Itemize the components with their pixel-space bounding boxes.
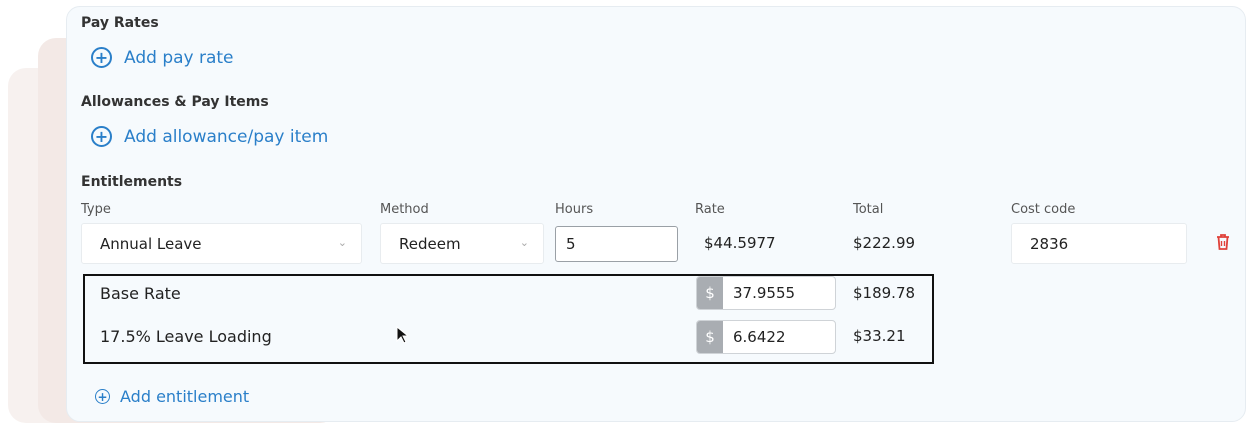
pay-rates-heading: Pay Rates (81, 15, 159, 31)
pay-details-card: Pay Rates + Add pay rate Allowances & Pay… (66, 6, 1246, 422)
add-allowance-label: Add allowance/pay item (124, 126, 329, 147)
breakdown-label: Base Rate (100, 284, 181, 303)
add-pay-rate-label: Add pay rate (124, 47, 234, 68)
cost-code-column-label: Cost code (1011, 202, 1076, 217)
chevron-down-icon: ⌄ (337, 236, 347, 249)
type-column-label: Type (81, 202, 111, 217)
rate-value: $44.5977 (704, 234, 776, 252)
method-select[interactable]: Redeem ⌄ (380, 223, 544, 264)
chevron-down-icon: ⌄ (519, 236, 529, 249)
base-rate-value: 37.9555 (733, 284, 796, 302)
plus-circle-icon: + (91, 47, 112, 68)
leave-loading-value: 6.6422 (733, 328, 786, 346)
plus-circle-icon: + (95, 389, 110, 404)
trash-icon (1217, 234, 1229, 250)
add-pay-rate-button[interactable]: + Add pay rate (91, 47, 234, 68)
add-entitlement-button[interactable]: + Add entitlement (95, 387, 249, 406)
method-value: Redeem (399, 234, 461, 253)
dollar-prefix: $ (697, 321, 723, 353)
entitlements-heading: Entitlements (81, 174, 183, 190)
total-value: $222.99 (853, 234, 916, 252)
plus-circle-icon: + (91, 126, 112, 147)
breakdown-label: 17.5% Leave Loading (100, 327, 272, 346)
hours-input[interactable]: 5 (555, 226, 678, 262)
hours-column-label: Hours (555, 202, 594, 217)
add-entitlement-label: Add entitlement (120, 387, 250, 406)
breakdown-total: $189.78 (853, 284, 916, 302)
method-column-label: Method (380, 202, 429, 217)
rate-breakdown-box: Base Rate $37.9555 $189.78 17.5% Leave L… (83, 274, 934, 364)
total-column-label: Total (853, 202, 884, 217)
delete-button[interactable] (1215, 233, 1231, 255)
add-allowance-button[interactable]: + Add allowance/pay item (91, 126, 328, 147)
type-select[interactable]: Annual Leave ⌄ (81, 223, 362, 264)
rate-column-label: Rate (695, 202, 725, 217)
type-value: Annual Leave (100, 234, 202, 253)
mouse-cursor-icon (396, 326, 408, 344)
leave-loading-input[interactable]: $6.6422 (696, 320, 836, 354)
cost-code-input[interactable]: 2836 (1011, 223, 1187, 264)
base-rate-input[interactable]: $37.9555 (696, 276, 836, 310)
allowances-heading: Allowances & Pay Items (81, 94, 269, 110)
dollar-prefix: $ (697, 277, 723, 309)
breakdown-total: $33.21 (853, 327, 906, 345)
